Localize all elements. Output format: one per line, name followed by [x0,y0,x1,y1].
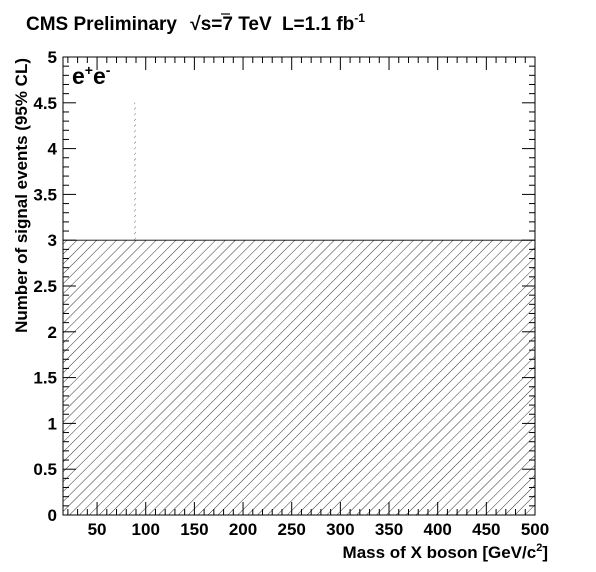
x-tick-label: 250 [278,520,306,539]
y-axis-label: Number of signal events (95% CL) [12,58,31,333]
energy-label: s=7 TeV [201,14,272,35]
y-tick-label: 2.5 [33,277,57,296]
y-tick-label: 1.5 [33,369,57,388]
lumi-label: L=1.1 fb [282,14,354,35]
limit-fill-spike [134,102,136,241]
x-axis-label: Mass of X boson [GeV/c2] [343,542,548,562]
y-tick-label: 4 [48,140,58,159]
channel-label: e+e- [72,62,111,89]
y-axis-ticks [63,56,535,516]
y-tick-label: 2 [48,323,57,342]
x-tick-label: 100 [132,520,160,539]
y-tick-label: 3 [48,231,57,250]
x-tick-label: 350 [375,520,403,539]
sqrt-symbol: √ [190,14,201,35]
chart-title: CMS Preliminary √s=7 TeV L=1.1 fb-1 [26,11,365,35]
x-tick-label: 450 [472,520,500,539]
y-tick-label: 1 [48,414,57,433]
y-tick-label: 0.5 [33,460,57,479]
x-tick-label: 500 [521,520,549,539]
y-tick-label: 4.5 [33,94,57,113]
x-tick-label: 300 [326,520,354,539]
y-tick-label: 0 [48,506,57,525]
y-axis-tick-labels: 0 0.5 1 1.5 2 2.5 3 3.5 4 4.5 5 [33,48,57,525]
x-tick-label: 200 [229,520,257,539]
x-tick-label: 150 [180,520,208,539]
experiment-label: CMS Preliminary [26,14,177,35]
x-axis-tick-labels: 50 100 150 200 250 300 350 400 450 500 [88,520,550,539]
x-tick-label: 50 [88,520,107,539]
x-axis-ticks [67,57,536,515]
x-tick-label: 400 [423,520,451,539]
y-tick-label: 3.5 [33,185,57,204]
y-tick-label: 5 [48,48,57,67]
limit-fill-area [62,239,536,516]
lumi-exponent: -1 [354,11,365,25]
